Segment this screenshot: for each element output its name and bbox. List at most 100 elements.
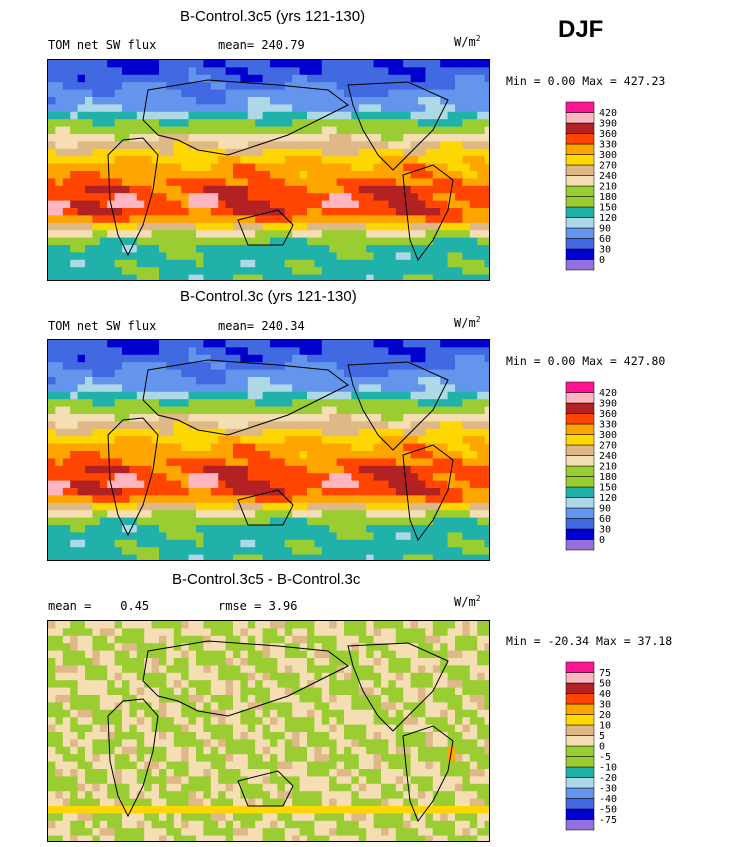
- panel-title: B-Control.3c (yrs 121-130): [180, 288, 357, 305]
- coastline: [347, 361, 449, 451]
- colorbar-tick-label: 180: [599, 192, 617, 203]
- colorbar-tick-label: 120: [599, 493, 617, 504]
- colorbar-swatch: [565, 434, 595, 446]
- colorbar-swatch: [565, 693, 595, 705]
- colorbar-swatch: [565, 808, 595, 820]
- stat-value: 240.34: [261, 319, 305, 333]
- coastline: [237, 489, 294, 526]
- colorbar-tick-label: 30: [599, 700, 611, 711]
- colorbar-tick-label: 90: [599, 224, 611, 235]
- stat-label: mean= 240.34: [218, 319, 305, 333]
- colorbar-swatch: [565, 787, 595, 799]
- variable-label: TOM net SW flux: [48, 38, 157, 52]
- colorbar-swatch: [565, 402, 595, 414]
- colorbar-swatch: [565, 217, 595, 229]
- colorbar-swatch: [565, 238, 595, 250]
- min-max-readout: Min = -20.34 Max = 37.18: [506, 634, 673, 648]
- colorbar-tick-label: -10: [599, 763, 617, 774]
- stat-label: rmse = 3.96: [218, 599, 298, 613]
- colorbar-swatch: [565, 518, 595, 530]
- colorbar-tick-label: -50: [599, 805, 617, 816]
- panel-title: B-Control.3c5 - B-Control.3c: [172, 571, 361, 588]
- colorbar-swatch: [565, 185, 595, 197]
- stat-value: 3.96: [268, 599, 298, 613]
- colorbar-swatch: [565, 672, 595, 684]
- colorbar-tick-label: 420: [599, 388, 617, 399]
- colorbar-swatch: [565, 101, 595, 113]
- coastline: [142, 359, 349, 436]
- colorbar-tick-label: 300: [599, 430, 617, 441]
- colorbar-swatch: [565, 444, 595, 456]
- colorbar-tick-label: 180: [599, 472, 617, 483]
- colorbar-swatch: [565, 798, 595, 810]
- colorbar-swatch: [565, 196, 595, 208]
- variable-label: TOM net SW flux: [48, 319, 157, 333]
- colorbar-tick-label: 30: [599, 245, 611, 256]
- colorbar-swatch: [565, 777, 595, 789]
- colorbar-swatch: [565, 423, 595, 435]
- colorbar-swatch: [565, 154, 595, 166]
- colorbar-tick-label: -40: [599, 794, 617, 805]
- coastline: [107, 137, 159, 257]
- units-label: W/m2: [454, 594, 481, 609]
- colorbar-swatch: [565, 661, 595, 673]
- colorbar-tick-label: 270: [599, 441, 617, 452]
- colorbar-tick-label: 120: [599, 213, 617, 224]
- colorbar-tick-label: 390: [599, 119, 617, 130]
- colorbar-tick-label: 5: [599, 731, 605, 742]
- contour-map: [47, 339, 490, 561]
- coastline: [402, 725, 454, 823]
- colorbar-swatch: [565, 465, 595, 477]
- colorbar-tick-label: 360: [599, 129, 617, 140]
- coastline: [347, 81, 449, 171]
- colorbar-tick-label: 420: [599, 108, 617, 119]
- colorbar-tick-label: 75: [599, 668, 611, 679]
- colorbar-tick-label: 90: [599, 504, 611, 515]
- colorbar-swatch: [565, 227, 595, 239]
- colorbar-swatch: [565, 455, 595, 467]
- colorbar-tick-label: 40: [599, 689, 611, 700]
- colorbar-tick-label: 60: [599, 514, 611, 525]
- colorbar-tick-label: 50: [599, 679, 611, 690]
- colorbar-swatch: [565, 703, 595, 715]
- colorbar-tick-label: 20: [599, 710, 611, 721]
- colorbar-swatch: [565, 714, 595, 726]
- colorbar-swatch: [565, 528, 595, 540]
- units-label: W/m2: [454, 34, 481, 49]
- colorbar-swatch: [565, 819, 595, 831]
- colorbar-swatch: [565, 735, 595, 747]
- colorbar-tick-label: 10: [599, 721, 611, 732]
- colorbar-tick-label: 270: [599, 161, 617, 172]
- coastline: [402, 164, 454, 262]
- colorbar-tick-label: 0: [599, 535, 605, 546]
- colorbar-swatch: [565, 486, 595, 498]
- coastline: [142, 79, 349, 156]
- coastline: [142, 640, 349, 717]
- coastline: [237, 209, 294, 246]
- colorbar-tick-label: 210: [599, 462, 617, 473]
- colorbar-swatch: [565, 766, 595, 778]
- coastline: [237, 770, 294, 807]
- colorbar-swatch: [565, 392, 595, 404]
- coastline: [347, 642, 449, 732]
- colorbar-swatch: [565, 259, 595, 271]
- colorbar-tick-label: 30: [599, 525, 611, 536]
- colorbar-swatch: [565, 497, 595, 509]
- colorbar-swatch: [565, 756, 595, 768]
- colorbar-swatch: [565, 745, 595, 757]
- field-cells: [48, 60, 489, 280]
- colorbar-tick-label: 360: [599, 409, 617, 420]
- colorbar-swatch: [565, 724, 595, 736]
- colorbar-tick-label: -75: [599, 815, 617, 826]
- season-label: DJF: [558, 16, 604, 43]
- colorbar-tick-label: 60: [599, 234, 611, 245]
- colorbar-tick-label: 150: [599, 483, 617, 494]
- stat-mean-label: mean = 0.45: [48, 599, 150, 613]
- stat-value: 240.79: [261, 38, 305, 52]
- field-cells: [48, 621, 489, 841]
- colorbar-swatch: [565, 381, 595, 393]
- colorbar-swatch: [565, 122, 595, 134]
